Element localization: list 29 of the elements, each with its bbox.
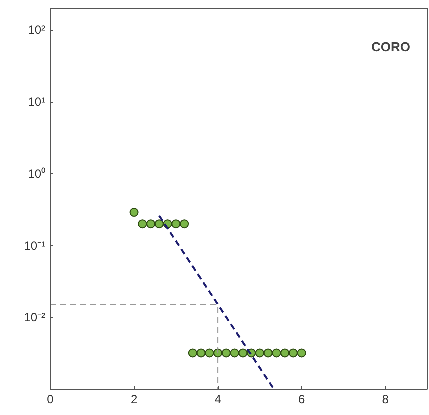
y-tick-label: 10⁻²	[24, 310, 46, 325]
point	[188, 348, 198, 358]
point	[288, 348, 298, 358]
x-tick-label: 0	[47, 392, 54, 406]
point	[280, 348, 290, 358]
point	[297, 348, 306, 358]
point	[138, 220, 148, 229]
point	[255, 348, 264, 358]
y-tick-label: 10⁰	[28, 166, 46, 181]
x-tick-label: 2	[130, 392, 138, 406]
point	[196, 348, 206, 358]
point	[222, 348, 231, 358]
point	[205, 348, 214, 358]
y-tick-label: 10⁻¹	[24, 238, 46, 253]
y-tick-label: 10²	[28, 23, 46, 38]
y-tick-label: 10¹	[28, 95, 46, 110]
point	[238, 348, 248, 358]
point	[264, 348, 273, 358]
point	[154, 220, 164, 229]
point	[272, 348, 282, 358]
x-tick-label: 4	[214, 392, 222, 406]
point	[172, 220, 181, 229]
point	[230, 348, 240, 358]
annotation: CORO	[372, 40, 410, 54]
x-tick-label: 8	[382, 392, 390, 406]
point	[180, 220, 190, 229]
point	[130, 208, 139, 218]
x-tick-label: 6	[298, 392, 306, 406]
point	[146, 220, 156, 229]
